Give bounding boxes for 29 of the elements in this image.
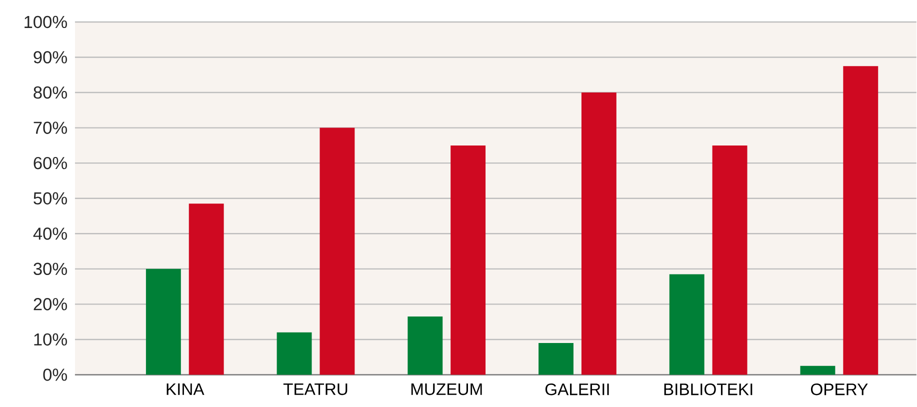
bar: [146, 269, 181, 375]
x-tick-label: BIBLIOTEKI: [664, 384, 752, 396]
bar: [581, 92, 616, 375]
bar: [320, 128, 355, 375]
y-tick-label: 50%: [34, 192, 67, 205]
x-tick-label: OPERY: [810, 384, 868, 396]
y-tick-label: 20%: [34, 298, 67, 310]
x-tick-label: TEATRU: [283, 384, 348, 396]
bar: [408, 316, 443, 375]
bar: [800, 366, 836, 375]
y-tick-label: 30%: [34, 262, 67, 276]
x-tick-label: KINA: [166, 384, 204, 396]
bar: [669, 274, 704, 375]
y-tick-label: 100%: [24, 16, 67, 28]
y-tick-label: 70%: [34, 122, 67, 134]
y-tick-label: 40%: [33, 228, 67, 240]
bar: [450, 146, 486, 375]
y-tick-label: 10%: [34, 333, 67, 346]
bar: [712, 146, 748, 375]
bar: [188, 204, 224, 375]
y-tick-label: 60%: [34, 157, 67, 170]
x-tick-label: GALERII: [545, 384, 609, 396]
x-tick-label: MUZEUM: [411, 384, 482, 396]
y-tick-label: 90%: [34, 51, 67, 64]
y-tick-label: 80%: [34, 86, 67, 99]
bar: [538, 343, 574, 375]
y-tick-label: 0%: [43, 368, 67, 382]
bar: [843, 66, 878, 375]
bar: [276, 332, 312, 375]
